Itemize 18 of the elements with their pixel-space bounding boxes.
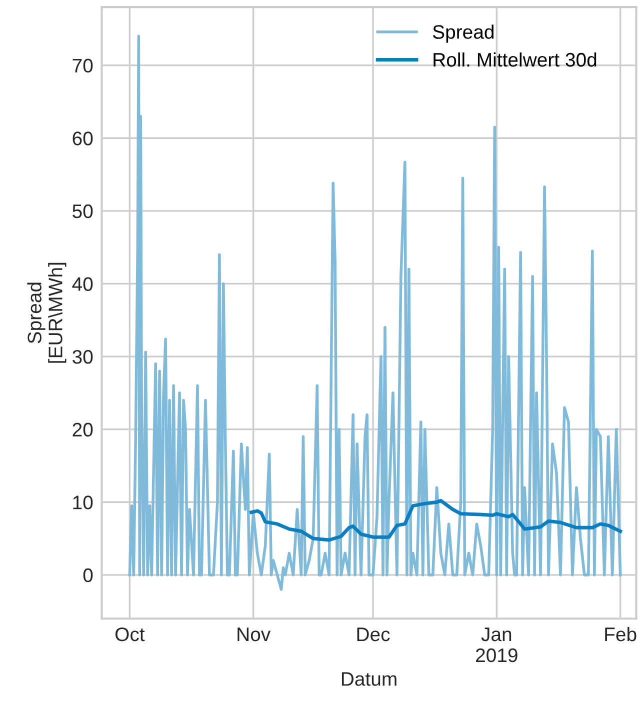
y-tick-label: 20 [72,422,93,437]
y-axis-title: Spread [EUR\MWh] [27,262,66,363]
x-tick-label: Nov [238,628,271,642]
x-tick-label: Feb [605,626,636,642]
line-series [250,498,622,542]
legend-label: Roll. Mittelwert 30d [434,52,596,67]
y-tick-label: 10 [73,496,93,510]
x-tick-label: Dec [357,628,390,642]
legend-label: Spread [432,24,494,43]
x-axis-title: Datum [342,672,396,686]
x-tick-label: Oct [115,627,145,642]
x-tick-label: Jan 2019 [476,628,518,662]
y-tick-label: 70 [72,58,93,73]
y-tick-label: 0 [83,568,93,582]
y-tick-label: 30 [72,350,93,364]
y-tick-label: 50 [72,204,93,218]
y-tick-label: 40 [72,277,93,291]
y-tick-label: 60 [72,132,93,146]
